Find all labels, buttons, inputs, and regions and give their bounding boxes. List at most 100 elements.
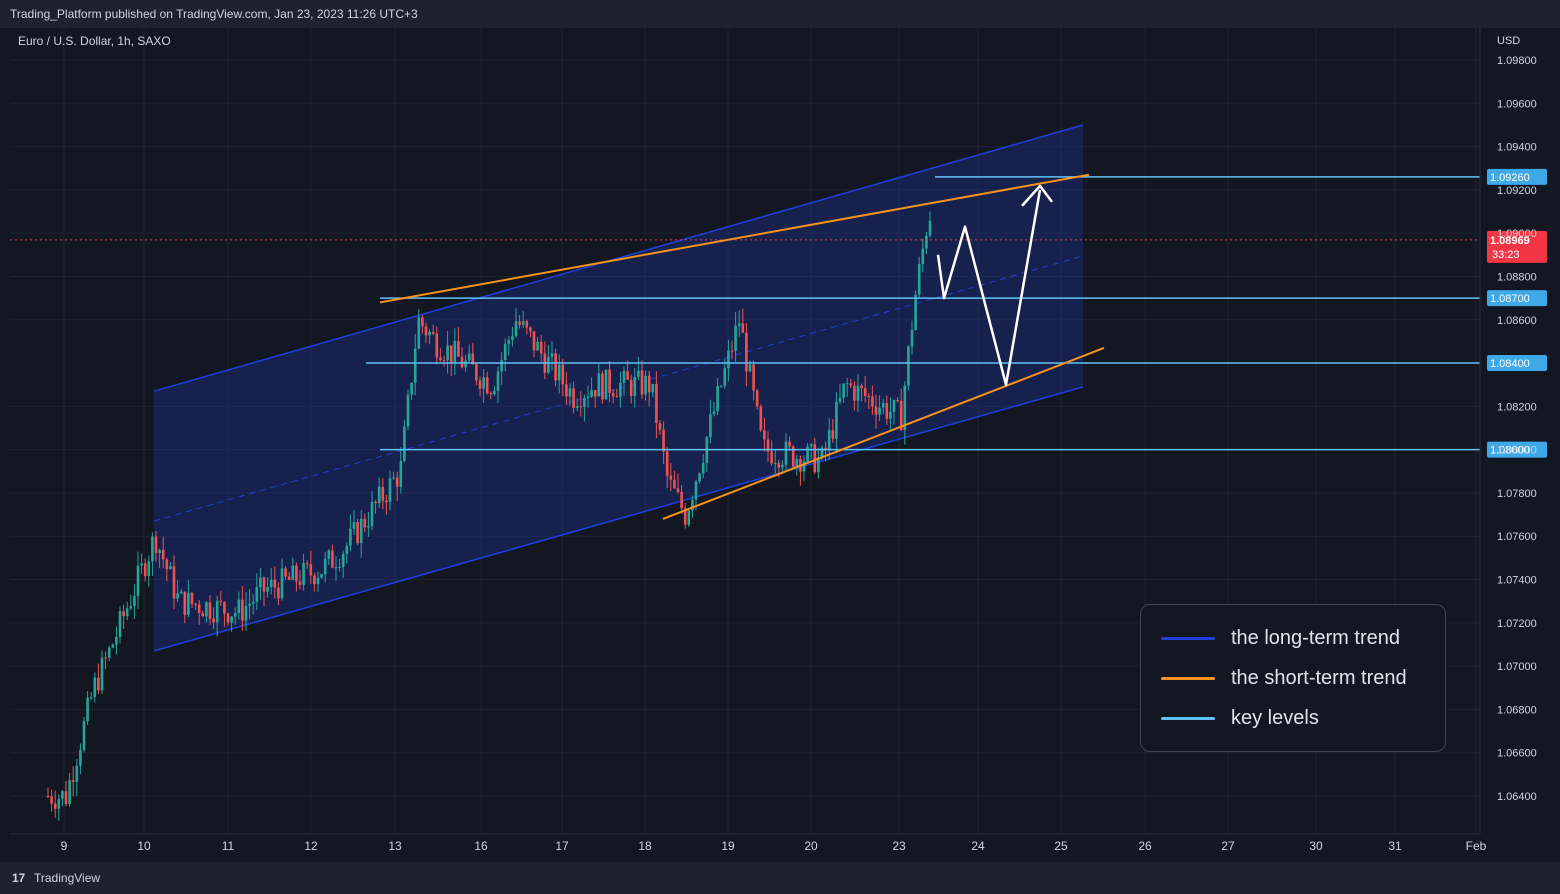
candle-body [496,371,500,391]
candle-body [637,370,640,377]
candle-body [863,388,867,397]
candle-body [845,383,849,385]
y-tick-label: 1.08200 [1497,401,1537,413]
candle-body [262,577,266,592]
candle-body [316,577,320,585]
y-tick-label: 1.07400 [1497,575,1537,587]
candle-body [118,611,122,637]
y-tick-label: 1.06600 [1497,748,1537,760]
candle-body [579,406,583,408]
candle-body [269,579,273,587]
candle-body [586,396,590,399]
candle-body [903,385,907,431]
legend-label: key levels [1231,707,1319,729]
candle-body [403,426,406,462]
candle-body [565,384,568,397]
candle-body [406,394,410,427]
last-price-countdown: 33:23 [1492,249,1520,261]
candle-body [734,325,737,351]
x-tick-label: 30 [1309,839,1323,853]
last-price-value: 1.08969 [1490,235,1530,247]
candle-body [503,343,507,361]
y-tick-label: 1.09400 [1497,142,1537,154]
x-tick-label: 12 [304,839,318,853]
candle-body [302,563,305,585]
price-chart[interactable]: 1.09260 1.08700 1.08400 1.08000 1.08969 33:23… [10,28,1550,860]
candle-body [622,371,626,383]
candle-body [712,411,716,415]
candle-body [241,599,244,621]
key-levels: 1.09260 1.08700 1.08400 1.08000 1.08969 33:23 [10,168,1547,458]
currency-label: USD [1497,35,1520,47]
candle-body [388,478,392,503]
candle-body [539,341,543,354]
x-tick-label: Feb [1466,839,1487,853]
candle-body [849,383,853,386]
candle-body [295,565,298,582]
candle-body [273,579,277,588]
candle-body [467,353,471,361]
candle-body [554,353,557,381]
candle-body [100,657,104,691]
candle-body [842,383,845,398]
x-tick-label: 31 [1388,839,1402,853]
candle-body [327,550,331,559]
candle-body [536,341,539,351]
candle-body [212,618,215,623]
candle-body [871,396,874,407]
candle-body [856,385,860,401]
candle-body [136,565,140,596]
candle-body [727,350,730,369]
candle-body [669,475,673,480]
chart-legend: the long-term trend the short-term trend… [1140,604,1446,752]
candle-body [593,390,597,397]
candle-body [817,457,820,473]
candle-body [413,348,417,383]
tradingview-logo-icon[interactable]: 17 [12,871,25,885]
candle-body [298,581,302,585]
candle-body [219,600,223,603]
candle-body [129,605,133,609]
candle-body [500,360,503,372]
candle-body [442,360,446,362]
candle-body [921,248,925,265]
grid [10,28,1480,834]
candle-body [478,380,482,389]
candle-body [575,406,579,408]
candle-body [385,500,388,503]
candle-body [604,369,608,400]
candle-body [158,549,161,554]
candle-body [489,393,493,395]
candle-body [626,371,629,380]
candle-body [172,566,176,599]
channel-mid-line [153,255,1084,522]
chart-area[interactable]: 1.09260 1.08700 1.08400 1.08000 1.08969 33:23… [10,28,1550,860]
candle-body [421,317,424,327]
y-tick-label: 1.07800 [1497,488,1537,500]
candle-body [392,477,395,479]
legend-label: the long-term trend [1231,627,1400,649]
candle-body [197,604,201,614]
candle-body [86,697,89,722]
candle-body [417,317,421,349]
candle-body [831,430,835,439]
candle-body [730,350,734,352]
candle-body [161,549,165,560]
candle-body [169,566,172,570]
candle-body [694,481,698,500]
candle-body [568,388,572,397]
y-tick-label: 1.08000 [1497,445,1537,457]
candle-body [917,264,921,295]
candle-body [611,392,615,397]
candle-body [881,403,885,408]
y-tick-label: 1.07000 [1497,661,1537,673]
candle-body [719,385,723,387]
candle-body [280,568,284,599]
candle-body [550,353,554,357]
candle-body [518,321,521,326]
projection-arrow-head [1021,184,1053,207]
candle-body [683,508,687,525]
key-level-label: 1.08400 [1490,358,1530,370]
candle-body [53,803,57,809]
brand-name[interactable]: TradingView [34,871,101,885]
